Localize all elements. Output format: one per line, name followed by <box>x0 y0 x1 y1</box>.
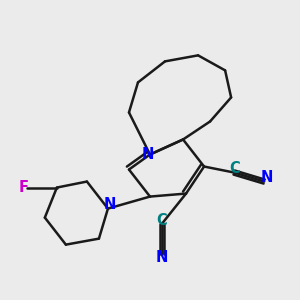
Text: N: N <box>261 170 273 185</box>
Text: C: C <box>157 212 167 227</box>
Text: F: F <box>19 180 29 195</box>
Text: C: C <box>229 161 239 176</box>
Text: N: N <box>141 147 154 162</box>
Text: N: N <box>103 197 116 212</box>
Text: N: N <box>156 250 168 265</box>
